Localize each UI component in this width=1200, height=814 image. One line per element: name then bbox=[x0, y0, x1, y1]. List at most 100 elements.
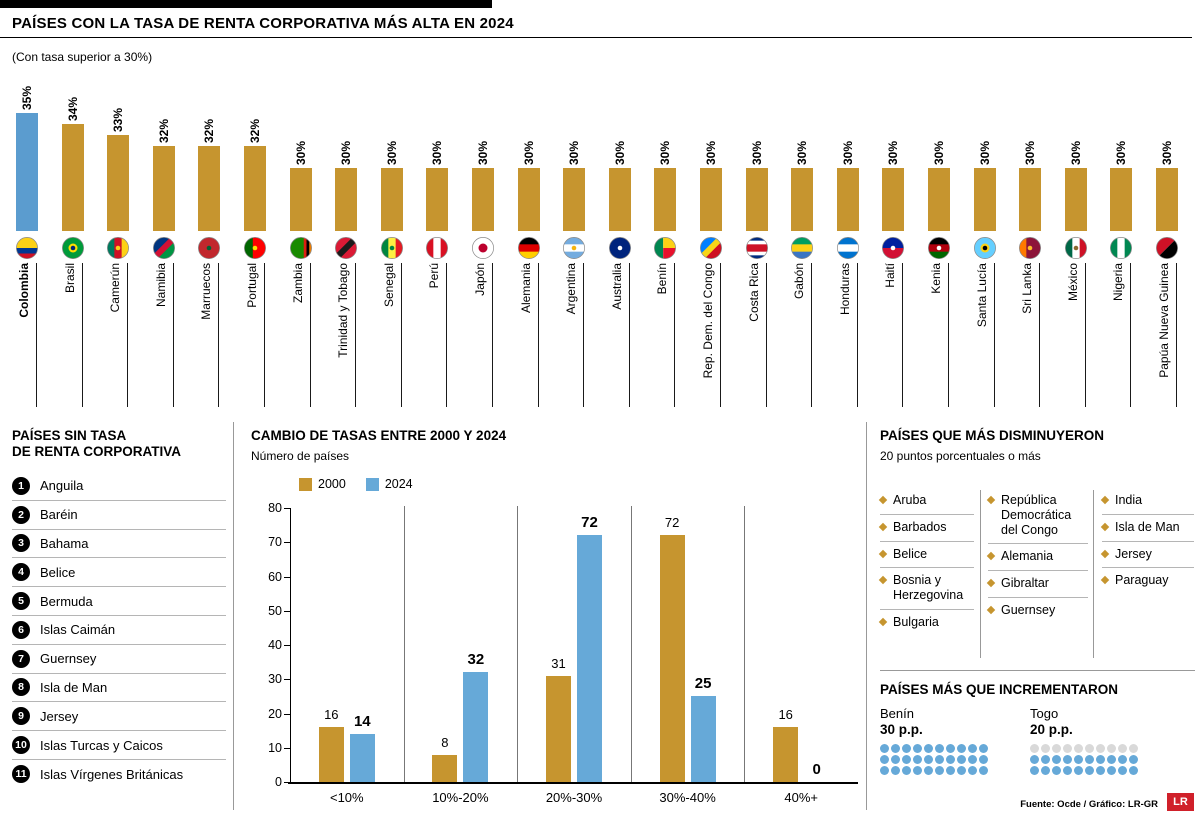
bar bbox=[1156, 168, 1178, 231]
bar-value-2000: 16 bbox=[324, 707, 339, 723]
middle-chart-title: CAMBIO DE TASAS ENTRE 2000 Y 2024 bbox=[251, 428, 507, 443]
bar bbox=[973, 168, 996, 231]
dot-filled bbox=[1041, 766, 1050, 775]
dot-filled bbox=[935, 766, 944, 775]
dot-filled bbox=[946, 744, 955, 753]
flag-icon-senegal bbox=[380, 237, 403, 259]
dot-filled bbox=[935, 755, 944, 764]
country-label: Perú bbox=[427, 263, 442, 289]
increased-country-name: Togo bbox=[1030, 706, 1059, 721]
decreased-subtitle: 20 puntos porcentuales o más bbox=[880, 449, 1041, 463]
bar-value-2024: 32 bbox=[467, 651, 485, 669]
bar bbox=[791, 168, 814, 231]
bar-value-label: 30% bbox=[567, 141, 582, 166]
dot-empty bbox=[1096, 744, 1105, 753]
legend-label: 2024 bbox=[384, 477, 413, 491]
bar-2024 bbox=[463, 672, 489, 782]
flag-icon-honduras bbox=[836, 237, 859, 259]
y-tick-label: 0 bbox=[275, 775, 282, 789]
bar-value-2000: 16 bbox=[778, 707, 793, 723]
bar-value-label: 30% bbox=[384, 141, 399, 166]
bullet-icon bbox=[1100, 495, 1110, 505]
flag-icon-trinidad-y-tobago bbox=[335, 237, 358, 259]
no-tax-list: 1 Anguila 2 Baréin 3 Bahama 4 Belice 5 Bermuda 6 Is… bbox=[12, 472, 226, 789]
decreased-title: PAÍSES QUE MÁS DISMINUYERON bbox=[880, 428, 1105, 443]
dot-filled bbox=[1096, 766, 1105, 775]
country-item-label: Guernsey bbox=[1001, 602, 1056, 617]
dot-filled bbox=[880, 744, 889, 753]
legend-item-2000: 2000 bbox=[299, 477, 346, 491]
y-tick-label: 40 bbox=[268, 638, 282, 652]
dot-filled bbox=[1052, 766, 1061, 775]
flag-icon-haiti bbox=[882, 237, 905, 259]
no-tax-title-line2: DE RENTA CORPORATIVA bbox=[12, 444, 182, 459]
item-label: Islas Vírgenes Británicas bbox=[40, 766, 184, 782]
decreased-column-1: Aruba Barbados Belice Bosnia y Herzegovina B… bbox=[878, 488, 974, 636]
country-item-label: Jersey bbox=[1115, 546, 1152, 561]
flag-icon-namibia bbox=[152, 237, 175, 259]
column-line bbox=[400, 263, 402, 407]
country-item-label: Barbados bbox=[893, 519, 947, 534]
flag-icon-gabon bbox=[791, 237, 814, 259]
country-item: Bulgaria bbox=[878, 610, 974, 636]
dot-filled bbox=[1030, 766, 1039, 775]
flag-icon-japon bbox=[472, 237, 494, 259]
bar-2024 bbox=[690, 696, 716, 782]
country-item: Bosnia y Herzegovina bbox=[878, 568, 974, 610]
country-label: Japón bbox=[473, 263, 487, 296]
increased-pp-value: 20 p.p. bbox=[1030, 722, 1073, 737]
item-label: Bermuda bbox=[40, 593, 93, 609]
chart-legend: 2000 2024 bbox=[299, 477, 413, 491]
list-item: 7 Guernsey bbox=[12, 645, 226, 674]
y-tick-label: 20 bbox=[268, 706, 282, 721]
bar bbox=[563, 168, 586, 231]
dot-filled bbox=[1085, 766, 1094, 775]
item-label: Bahama bbox=[40, 535, 89, 551]
country-label: Camerún bbox=[108, 263, 123, 313]
country-item: Gibraltar bbox=[986, 571, 1088, 598]
increased-block-benin: Benín 30 p.p. bbox=[880, 706, 1010, 777]
dot-filled bbox=[1118, 755, 1127, 764]
column-line bbox=[492, 263, 493, 407]
bar bbox=[289, 168, 312, 231]
country-item: Alemania bbox=[986, 544, 1088, 571]
group-separator bbox=[403, 506, 405, 782]
bar bbox=[335, 168, 358, 231]
column-line bbox=[628, 263, 630, 407]
country-label: Papúa Nueva Guinea bbox=[1157, 263, 1171, 378]
dot-filled bbox=[880, 755, 889, 764]
bullet-icon bbox=[986, 605, 996, 614]
bar-value-2024: 25 bbox=[694, 675, 712, 693]
y-tick-label: 30 bbox=[268, 672, 282, 687]
column-line bbox=[1176, 263, 1177, 407]
y-tick-label: 10 bbox=[268, 740, 282, 755]
divider-left bbox=[233, 422, 234, 810]
bar bbox=[198, 146, 221, 231]
increased-block-togo: Togo 20 p.p. bbox=[1030, 706, 1160, 777]
country-label: Benín bbox=[655, 263, 670, 295]
bar-value-label: 30% bbox=[932, 141, 946, 166]
flag-icon-papua-nueva-guinea bbox=[1156, 237, 1178, 259]
y-tick-mark bbox=[284, 645, 290, 646]
country-item: Jersey bbox=[1100, 542, 1194, 569]
item-label: Isla de Man bbox=[40, 679, 108, 695]
column-line bbox=[902, 263, 904, 407]
column-line bbox=[720, 263, 721, 407]
flag-icon-sri-lanka bbox=[1019, 237, 1042, 259]
bar bbox=[882, 168, 905, 231]
dot-empty bbox=[1074, 744, 1083, 753]
bullet-icon bbox=[1100, 549, 1110, 558]
dot-filled bbox=[957, 744, 966, 753]
bar-value-label: 30% bbox=[339, 141, 354, 166]
bar bbox=[107, 135, 130, 231]
flag-icon-marruecos bbox=[198, 237, 221, 259]
flag-icon-colombia bbox=[16, 237, 38, 259]
y-tick-mark bbox=[284, 610, 290, 612]
group-separator bbox=[744, 506, 746, 782]
column-line bbox=[127, 263, 129, 407]
y-tick-mark bbox=[284, 782, 290, 783]
bar bbox=[152, 146, 175, 231]
bar-value-2000: 72 bbox=[664, 515, 680, 531]
country-label: Honduras bbox=[837, 263, 852, 316]
flag-icon-australia bbox=[608, 237, 631, 259]
